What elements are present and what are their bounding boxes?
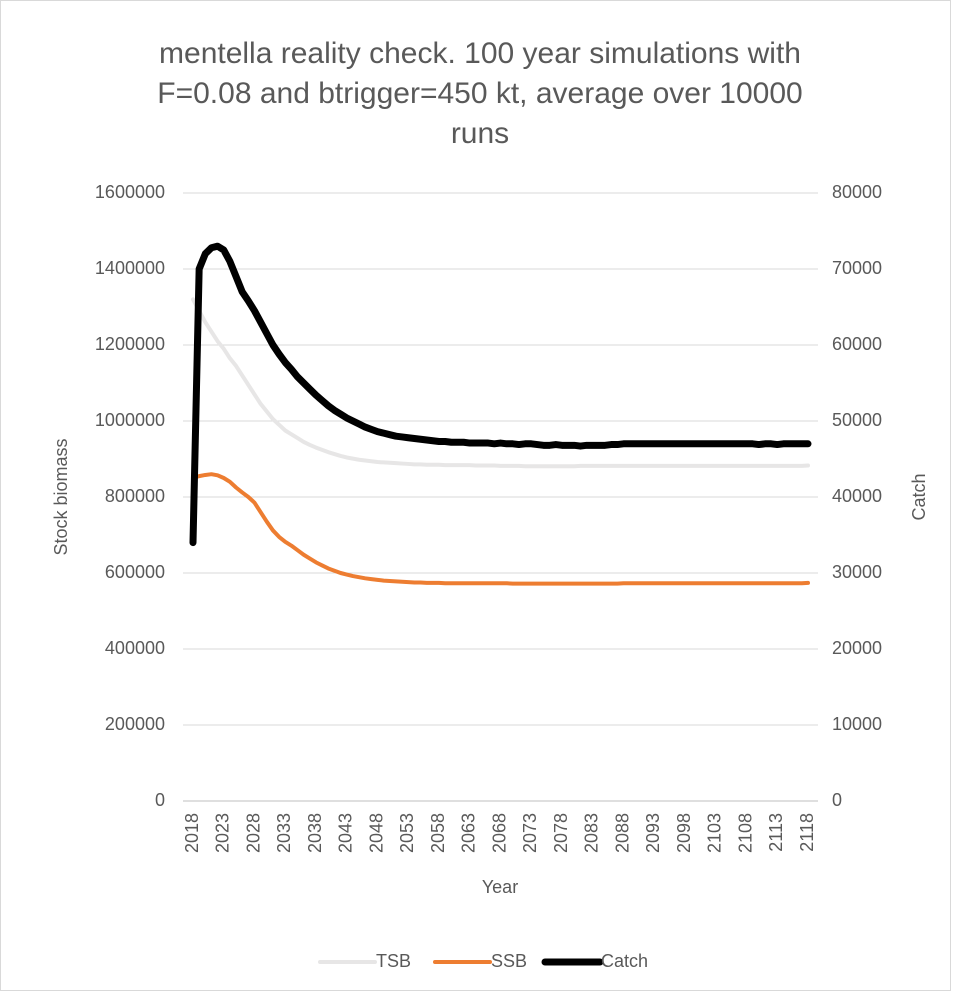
x-tick-label: 2118 — [797, 813, 817, 852]
series-line — [191, 472, 810, 586]
y2-tick-label: 50000 — [832, 410, 882, 430]
legend-label: Catch — [601, 951, 648, 971]
legend-label: SSB — [491, 951, 527, 971]
x-tick-label: 2083 — [582, 813, 602, 853]
x-tick-label: 2108 — [735, 813, 755, 853]
y-tick-label: 0 — [155, 790, 165, 810]
x-tick-label: 2078 — [551, 813, 571, 853]
y-tick-label: 800000 — [105, 486, 165, 506]
y-axis-title: Stock biomass — [51, 438, 71, 555]
x-tick-label: 2028 — [243, 813, 263, 853]
legend-label: TSB — [376, 951, 411, 971]
x-tick-label: 2033 — [274, 813, 294, 853]
y2-tick-label: 20000 — [832, 638, 882, 658]
y-tick-label: 1000000 — [95, 410, 165, 430]
x-tick-label: 2058 — [428, 813, 448, 853]
y-tick-label: 600000 — [105, 562, 165, 582]
y-tick-label: 200000 — [105, 714, 165, 734]
x-tick-label: 2038 — [305, 813, 325, 853]
x-tick-label: 2088 — [612, 813, 632, 853]
x-tick-label: 2023 — [213, 813, 233, 853]
y-tick-label: 400000 — [105, 638, 165, 658]
x-tick-label: 2073 — [520, 813, 540, 853]
x-tick-label: 2053 — [397, 813, 417, 853]
y2-tick-label: 60000 — [832, 334, 882, 354]
x-tick-label: 2098 — [674, 813, 694, 853]
y2-tick-label: 0 — [832, 790, 842, 810]
x-tick-label: 2043 — [336, 813, 356, 853]
x-axis-title: Year — [482, 877, 518, 897]
y-tick-label: 1600000 — [95, 182, 165, 202]
x-tick-label: 2093 — [643, 813, 663, 853]
y2-tick-label: 10000 — [832, 714, 882, 734]
y-tick-label: 1200000 — [95, 334, 165, 354]
x-tick-label: 2068 — [489, 813, 509, 853]
y2-tick-label: 30000 — [832, 562, 882, 582]
x-tick-label: 2048 — [366, 813, 386, 853]
y2-tick-label: 70000 — [832, 258, 882, 278]
x-tick-label: 2063 — [459, 813, 479, 853]
series-line — [189, 242, 812, 547]
series-line — [191, 297, 810, 469]
y2-tick-label: 80000 — [832, 182, 882, 202]
y2-tick-label: 40000 — [832, 486, 882, 506]
x-tick-label: 2018 — [182, 813, 202, 853]
chart-title: mentella reality check. 100 year simulat… — [157, 37, 803, 150]
x-tick-label: 2113 — [766, 813, 786, 852]
x-tick-label: 2103 — [705, 813, 725, 853]
y2-axis-title: Catch — [909, 473, 929, 520]
y-tick-label: 1400000 — [95, 258, 165, 278]
